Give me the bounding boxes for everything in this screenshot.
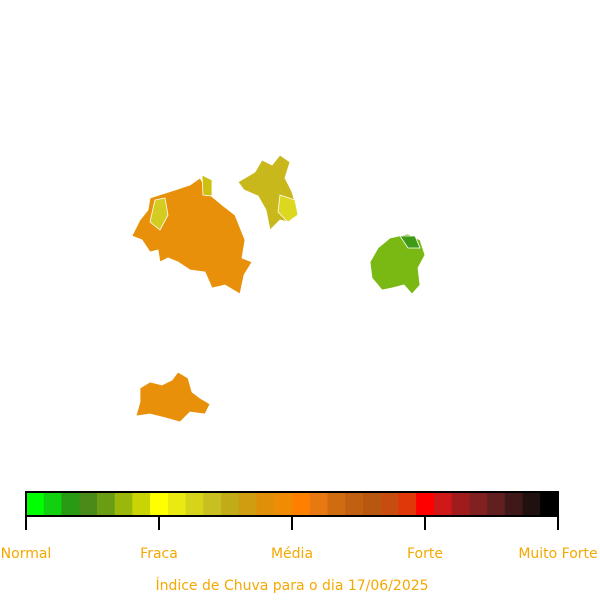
color-swatch <box>274 492 293 516</box>
colorbar-label: Forte <box>407 546 443 562</box>
color-swatch <box>61 492 80 516</box>
colorbar-labels: Normal Fraca Média Forte Muito Forte <box>1 516 598 562</box>
color-swatch <box>345 492 364 516</box>
color-swatch <box>327 492 346 516</box>
color-swatch <box>309 492 328 516</box>
color-swatch <box>167 492 187 516</box>
color-swatch <box>433 492 453 516</box>
region <box>369 233 426 295</box>
region <box>131 177 253 295</box>
map <box>131 154 426 423</box>
color-swatch <box>540 492 559 516</box>
colorbar <box>26 492 559 516</box>
color-swatch <box>185 492 204 516</box>
color-swatch <box>398 492 417 516</box>
color-swatch <box>96 492 116 516</box>
color-swatch <box>256 492 275 516</box>
color-swatch <box>238 492 258 516</box>
region <box>149 197 169 231</box>
color-swatch <box>487 492 506 516</box>
color-swatch <box>221 492 240 516</box>
color-swatch <box>203 492 222 516</box>
region <box>399 235 421 249</box>
colorbar-label: Fraca <box>140 546 178 562</box>
caption: Índice de Chuva para o dia 17/06/2025 <box>155 577 428 594</box>
colorbar-label: Média <box>271 546 313 562</box>
colorbar-label: Normal <box>1 546 52 562</box>
colorbar-label: Muito Forte <box>518 546 597 562</box>
color-swatch <box>26 492 45 516</box>
color-swatch <box>150 492 169 516</box>
color-swatch <box>416 492 435 516</box>
region <box>135 371 211 423</box>
color-swatch <box>114 492 133 516</box>
color-swatch <box>292 492 311 516</box>
color-swatch <box>504 492 524 516</box>
color-swatch <box>451 492 470 516</box>
color-swatch <box>43 492 62 516</box>
color-swatch <box>522 492 541 516</box>
region <box>277 194 299 223</box>
color-swatch <box>362 492 382 516</box>
color-swatch <box>380 492 399 516</box>
region <box>201 174 213 197</box>
color-swatch <box>79 492 98 516</box>
color-swatch <box>132 492 151 516</box>
color-swatch <box>469 492 488 516</box>
